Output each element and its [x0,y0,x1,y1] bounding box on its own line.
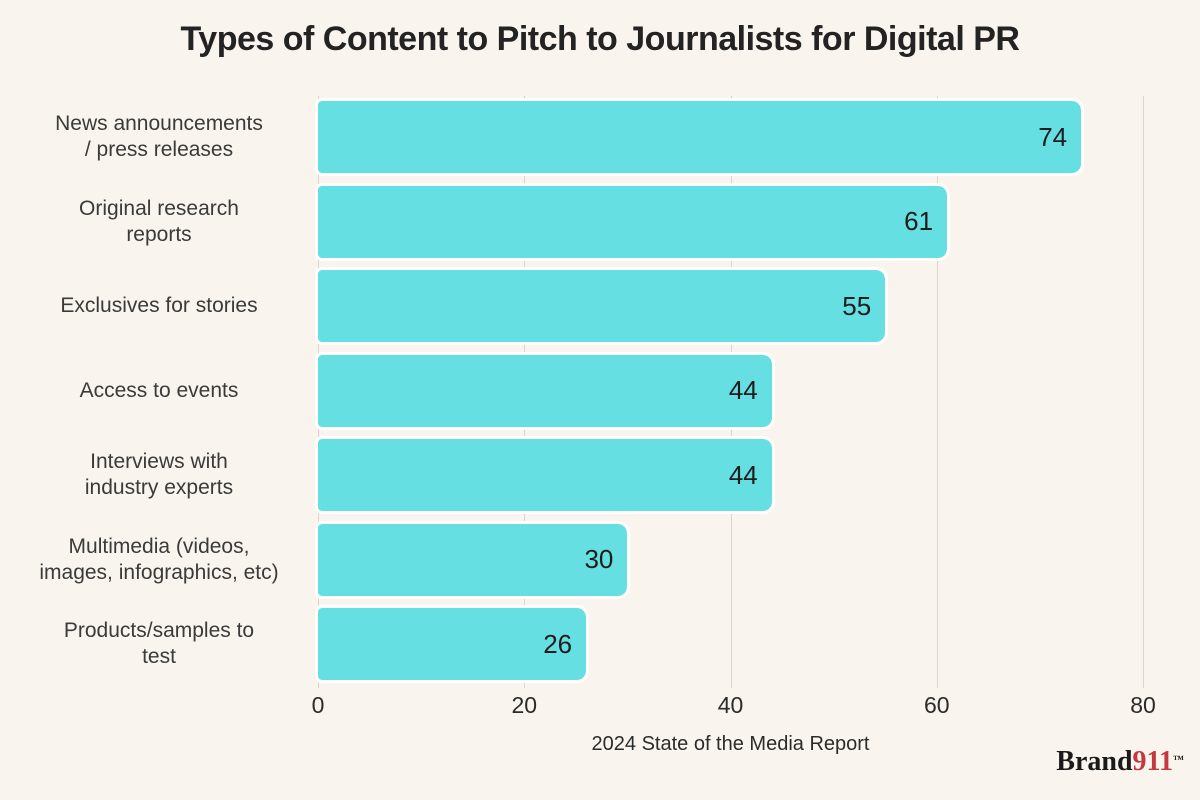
bar-value-label: 55 [842,290,872,321]
plot-area: 74 61 55 44 44 30 26 [314,96,1144,688]
x-tick-60: 60 [923,692,950,718]
category-label-3: Access to events [79,378,239,402]
bar-value-label: 44 [728,459,758,490]
bar-value-label: 74 [1038,121,1068,152]
bar-4: 44 [315,436,775,514]
category-label-4: Interviews with industry experts [84,450,234,499]
bar-value-label: 30 [584,544,614,574]
bar-value-label: 44 [728,375,758,405]
bar-2: 55 [314,267,889,345]
category-label-1: Original research reports [79,196,239,246]
bar-1: 61 [314,182,951,261]
x-axis-label: 2024 State of the Media Report [591,733,870,755]
bar-value-label: 26 [543,628,573,659]
bar-0: 74 [314,98,1085,176]
bar-6: 26 [314,605,590,683]
brand-logo-number: 911 [1132,746,1173,777]
gridline-60 [936,96,938,688]
x-axis-ticks: 0 20 40 60 80 [0,692,1200,722]
x-tick-20: 20 [511,692,538,718]
bar-3: 44 [315,351,775,430]
brand-logo-word: Brand [1056,746,1133,777]
gridline-80 [1143,96,1144,688]
category-label-2: Exclusives for stories [60,294,258,318]
brand-logo: Brand911™ [1056,746,1184,778]
x-tick-40: 40 [717,692,744,718]
bar-value-label: 61 [904,206,934,236]
x-tick-0: 0 [311,692,325,718]
category-label-6: Products/samples to test [63,619,255,668]
bar-5: 30 [314,520,631,599]
x-tick-80: 80 [1130,692,1156,718]
category-label-5: Multimedia (videos, images, infographics… [39,534,279,584]
trademark-icon: ™ [1173,754,1184,766]
category-label-0: News announcements / press releases [55,112,263,161]
chart-title: Types of Content to Pitch to Journalists… [180,20,1020,58]
